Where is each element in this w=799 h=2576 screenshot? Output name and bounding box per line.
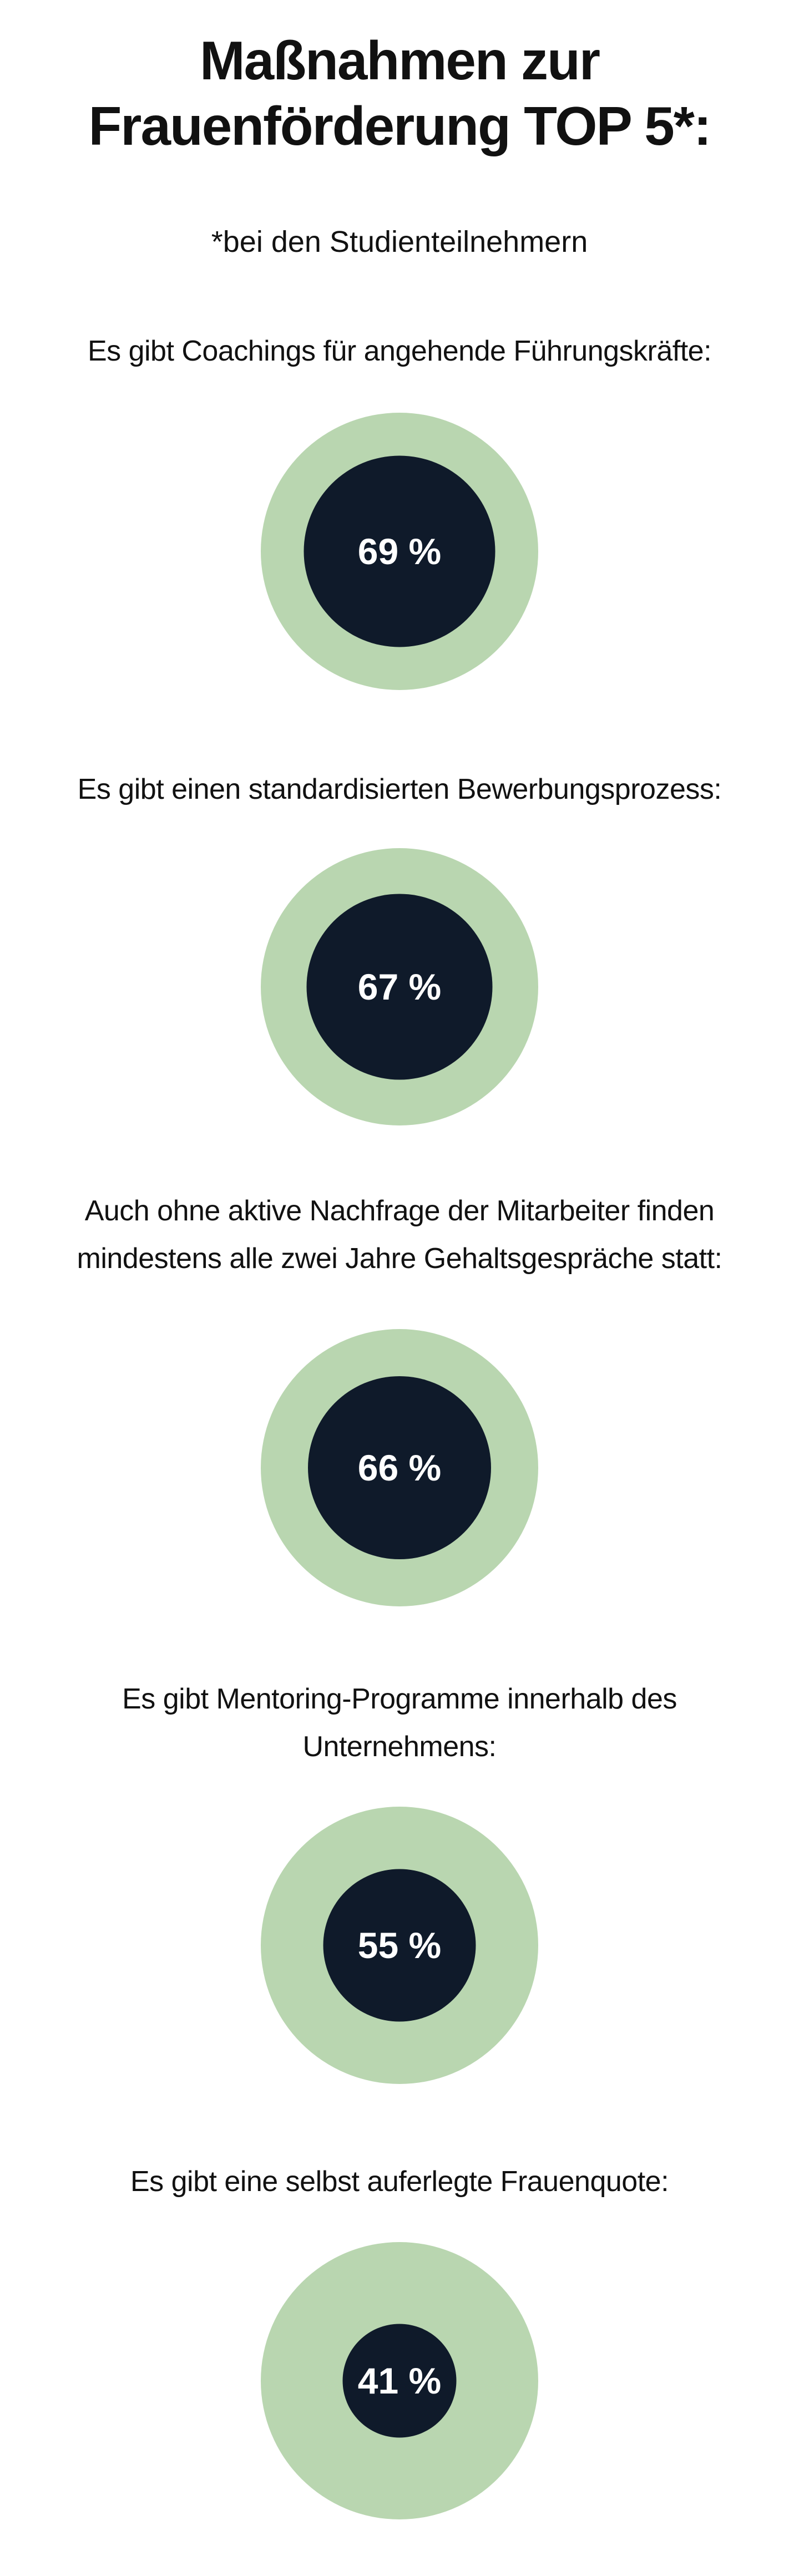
chart-title: Maßnahmen zur Frauenförderung TOP 5*:: [88, 30, 711, 156]
circle-chart: 67 %: [261, 848, 538, 1125]
item-label: Es gibt eine selbst auferlegte Frauenquo…: [130, 2166, 669, 2198]
item-label: Es gibt Mentoring-Programme innerhalb de…: [122, 1683, 677, 1763]
item-label: Auch ohne aktive Nachfrage der Mitarbeit…: [77, 1195, 722, 1275]
chart-subtitle: *bei den Studienteilnehmern: [211, 225, 588, 258]
value-label: 67 %: [358, 966, 441, 1007]
circle-chart: 69 %: [261, 413, 538, 690]
value-circle: [304, 455, 495, 647]
value-circle: [323, 1869, 476, 2022]
value-circle: [342, 2324, 457, 2438]
item-label: Es gibt einen standardisierten Bewerbung…: [77, 773, 722, 805]
value-label: 69 %: [358, 531, 441, 572]
value-circle: [308, 1376, 491, 1559]
circle-chart: 55 %: [261, 1807, 538, 2084]
value-label: 55 %: [358, 1925, 441, 1966]
value-circle: [306, 894, 493, 1080]
circle-chart: 66 %: [261, 1329, 538, 1606]
value-label: 66 %: [358, 1447, 441, 1488]
value-label: 41 %: [358, 2360, 441, 2401]
item-label: Es gibt Coachings für angehende Führungs…: [87, 335, 712, 367]
circle-chart: 41 %: [261, 2242, 538, 2519]
